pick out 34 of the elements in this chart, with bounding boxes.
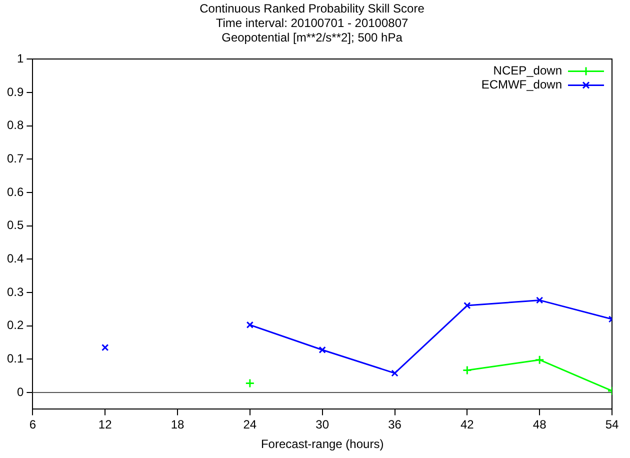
chart-title: Continuous Ranked Probability Skill Score — [200, 2, 425, 16]
y-tick-label: 0.3 — [6, 284, 24, 299]
point — [536, 296, 544, 304]
x-tick-label: 24 — [243, 418, 257, 432]
y-tick-label: 0.9 — [6, 84, 24, 99]
point — [462, 365, 472, 375]
point — [391, 370, 398, 377]
point — [102, 344, 109, 352]
y-tick-label: 0.4 — [6, 252, 24, 266]
point — [318, 346, 326, 354]
x-axis-title: Forecast-range (hours) — [260, 437, 384, 452]
y-tick-label: 0.1 — [6, 352, 24, 366]
point — [245, 378, 255, 388]
x-tick-label: 6 — [29, 418, 36, 432]
point — [246, 321, 254, 328]
y-tick-label: 0 — [16, 384, 24, 399]
point — [464, 302, 471, 310]
y-tick-label: 1 — [16, 52, 24, 66]
x-tick-label: 42 — [460, 418, 474, 432]
y-tick-label: 0.5 — [6, 218, 24, 232]
x-tick-label: 12 — [98, 418, 112, 432]
legend-label: NCEP_down — [493, 64, 562, 78]
y-tick-label: 0.6 — [6, 184, 24, 199]
chart-subtitle: Time interval: 20100701 - 20100807 Geopotential [m**2/s**2]; 500 hPa — [216, 16, 408, 44]
x-tick-label: 54 — [605, 418, 619, 432]
y-tick-label: 0.7 — [6, 152, 24, 166]
y-tick-label: 0.2 — [6, 318, 24, 332]
x-tick-label: 18 — [170, 418, 185, 432]
legend-label: ECMWF_down — [481, 78, 562, 92]
point — [534, 355, 544, 365]
x-tick-label: 48 — [532, 418, 547, 432]
x-tick-label: 30 — [316, 418, 330, 432]
x-tick-label: 36 — [388, 418, 402, 432]
y-tick-label: 0.8 — [6, 118, 24, 132]
